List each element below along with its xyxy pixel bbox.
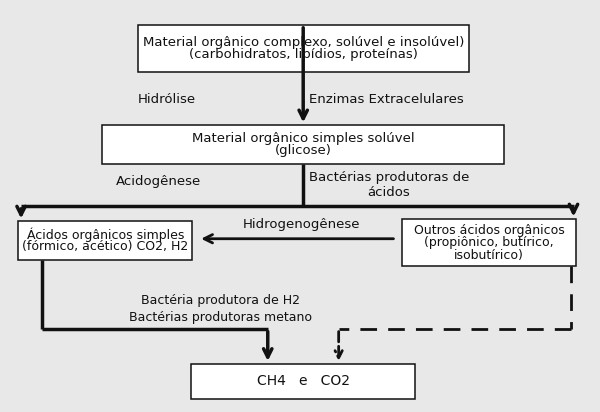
- Text: (fórmico, acético) CO2, H2: (fórmico, acético) CO2, H2: [22, 241, 188, 253]
- Text: Outros ácidos orgânicos: Outros ácidos orgânicos: [414, 224, 565, 237]
- Text: Bactérias produtoras metano: Bactérias produtoras metano: [129, 311, 312, 324]
- FancyBboxPatch shape: [18, 221, 193, 260]
- Text: Ácidos orgânicos simples: Ácidos orgânicos simples: [26, 227, 184, 242]
- Text: Enzimas Extracelulares: Enzimas Extracelulares: [308, 93, 463, 106]
- FancyBboxPatch shape: [191, 364, 415, 398]
- Text: Hidrogenogênese: Hidrogenogênese: [242, 218, 360, 230]
- Text: Bactérias produtoras de
ácidos: Bactérias produtoras de ácidos: [308, 171, 469, 199]
- FancyBboxPatch shape: [138, 25, 469, 72]
- FancyBboxPatch shape: [402, 219, 577, 267]
- Text: (glicose): (glicose): [275, 144, 332, 157]
- Text: isobutírico): isobutírico): [454, 248, 524, 262]
- Text: Material orgânico complexo, solúvel e insolúvel): Material orgânico complexo, solúvel e in…: [143, 36, 464, 49]
- Text: Hidrólise: Hidrólise: [138, 93, 196, 106]
- Text: CH4   e   CO2: CH4 e CO2: [257, 374, 350, 388]
- Text: Bactéria produtora de H2: Bactéria produtora de H2: [141, 295, 300, 307]
- FancyBboxPatch shape: [103, 125, 504, 164]
- Text: Material orgânico simples solúvel: Material orgânico simples solúvel: [192, 132, 415, 145]
- Text: (carbohidratos, lipídios, proteínas): (carbohidratos, lipídios, proteínas): [189, 48, 418, 61]
- Text: Acidogênese: Acidogênese: [116, 175, 201, 188]
- Text: (propiônico, butírico,: (propiônico, butírico,: [424, 236, 554, 249]
